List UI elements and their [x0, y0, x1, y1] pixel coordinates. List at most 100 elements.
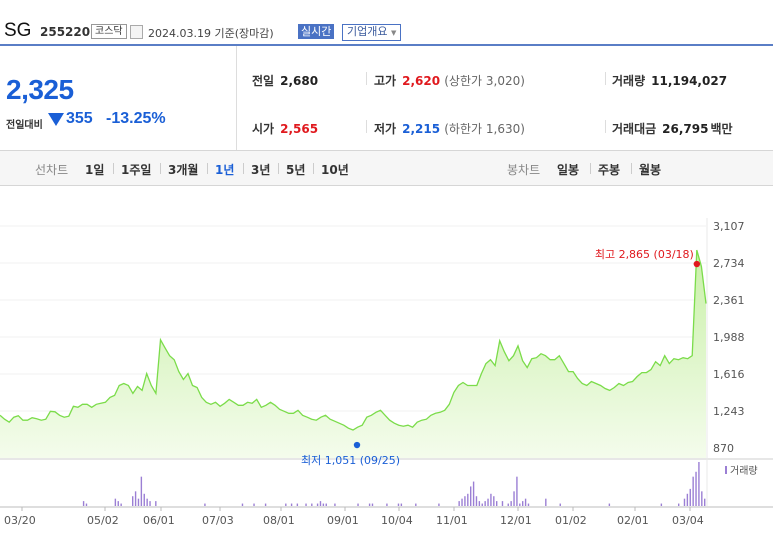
volume-bar: [519, 503, 521, 506]
volume-bar: [678, 503, 680, 506]
volume-bar: [701, 491, 703, 506]
volume-bar: [608, 503, 611, 506]
tab-10y[interactable]: 10년: [321, 163, 349, 177]
document-icon: [130, 25, 143, 39]
company-info-label: 기업개요: [347, 25, 388, 38]
volume-bar: [415, 503, 417, 506]
volume-bar: [120, 503, 122, 506]
volume-bar: [689, 488, 691, 506]
divider: [0, 44, 773, 46]
change-percent: -13.25%: [106, 110, 166, 127]
volume-bar: [683, 498, 686, 506]
divider: [236, 46, 237, 150]
company-info-button[interactable]: 기업개요 ▼: [342, 24, 402, 41]
tab-1d[interactable]: 1일: [85, 163, 105, 177]
tab-1w[interactable]: 1주일: [121, 163, 152, 177]
volume-bar: [507, 503, 509, 506]
volume-bar: [322, 503, 325, 506]
tab-weekly[interactable]: 주봉: [598, 163, 621, 177]
divider: [207, 163, 208, 174]
x-tick-label: 08/01: [263, 514, 295, 527]
volume-bar: [334, 503, 336, 506]
x-tick-label: 05/02: [87, 514, 119, 527]
min-label: 최저 1,051 (09/25): [301, 454, 400, 467]
y-tick-label: 870: [713, 442, 734, 455]
volume-bar: [253, 503, 255, 506]
volume-bar: [132, 496, 134, 506]
divider: [605, 72, 606, 85]
volume-bar: [496, 501, 498, 506]
volume-bar: [140, 476, 143, 506]
prev-close: 전일 2,680: [252, 74, 319, 88]
volume-bar: [559, 503, 561, 506]
volume-bar: [296, 503, 299, 506]
x-tick-label: 01/02: [555, 514, 587, 527]
volume-bar: [264, 503, 267, 506]
y-tick-label: 1,616: [713, 368, 745, 381]
volume-bar: [117, 501, 119, 506]
y-tick-label: 2,734: [713, 257, 745, 270]
y-tick-label: 1,243: [713, 405, 745, 418]
divider: [243, 163, 244, 174]
divider: [590, 163, 591, 174]
x-tick-label: 03/04: [672, 514, 704, 527]
volume-bar: [149, 501, 151, 506]
volume-bar: [319, 501, 322, 506]
volume-bar: [695, 471, 697, 506]
volume-bar: [134, 491, 137, 506]
volume-bar: [146, 498, 148, 506]
realtime-button[interactable]: 실시간: [298, 24, 335, 39]
volume-bar: [241, 503, 244, 506]
tab-3y[interactable]: 3년: [251, 163, 271, 177]
tab-1y[interactable]: 1년: [215, 163, 235, 177]
y-tick-label: 3,107: [713, 220, 745, 233]
volume-bar: [698, 462, 700, 506]
tab-5y[interactable]: 5년: [286, 163, 306, 177]
volume-bar: [516, 476, 518, 506]
high-price: 고가 2,620 (상한가 3,020): [374, 74, 525, 88]
volume-bar: [481, 503, 483, 506]
tab-monthly[interactable]: 월봉: [639, 163, 662, 177]
base-date: 2024.03.19 기준(장마감): [148, 27, 274, 40]
down-arrow-icon: [48, 113, 64, 126]
tab-daily[interactable]: 일봉: [557, 163, 580, 177]
x-tick-label: 07/03: [202, 514, 234, 527]
tab-3m[interactable]: 3개월: [168, 163, 199, 177]
x-tick-label: 06/01: [143, 514, 175, 527]
volume-bar: [490, 493, 492, 506]
volume-bar: [371, 503, 374, 506]
chevron-down-icon: ▼: [390, 29, 397, 37]
volume-bar: [137, 498, 140, 506]
volume-bar: [513, 491, 515, 506]
chart-tabs: 선차트 1일 1주일 3개월 1년 3년 5년 10년 봉차트 일봉 주봉 월봉: [0, 150, 773, 186]
volume-bar: [438, 503, 440, 506]
volume-legend-label: 거래량: [730, 465, 758, 477]
change-amount: 355: [66, 110, 93, 127]
volume-bar: [470, 486, 472, 506]
volume-bar: [484, 501, 486, 506]
volume-bar: [458, 501, 460, 506]
volume-bar: [357, 503, 359, 506]
x-tick-label: 09/01: [327, 514, 359, 527]
divider: [113, 163, 114, 174]
volume-bar: [493, 496, 495, 506]
volume: 거래량 11,194,027: [612, 74, 728, 88]
divider: [631, 163, 632, 174]
volume-bar: [524, 498, 527, 506]
y-tick-label: 1,988: [713, 331, 745, 344]
divider: [366, 120, 367, 133]
volume-bar: [311, 503, 313, 506]
volume-bar: [82, 501, 85, 506]
stock-name: SG: [4, 20, 32, 41]
volume-bar: [155, 501, 157, 506]
volume-bar: [143, 493, 145, 506]
price-area: [0, 250, 706, 458]
volume-bar: [522, 501, 524, 506]
divider: [278, 163, 279, 174]
candle-chart-label: 봉차트: [507, 163, 541, 177]
volume-bar: [660, 503, 663, 506]
stock-header: SG 255220 코스닥 2024.03.19 기준(장마감) 실시간 기업개…: [0, 0, 773, 44]
volume-bar: [487, 498, 489, 506]
line-chart-label: 선차트: [35, 163, 69, 177]
volume-bar: [400, 503, 403, 506]
